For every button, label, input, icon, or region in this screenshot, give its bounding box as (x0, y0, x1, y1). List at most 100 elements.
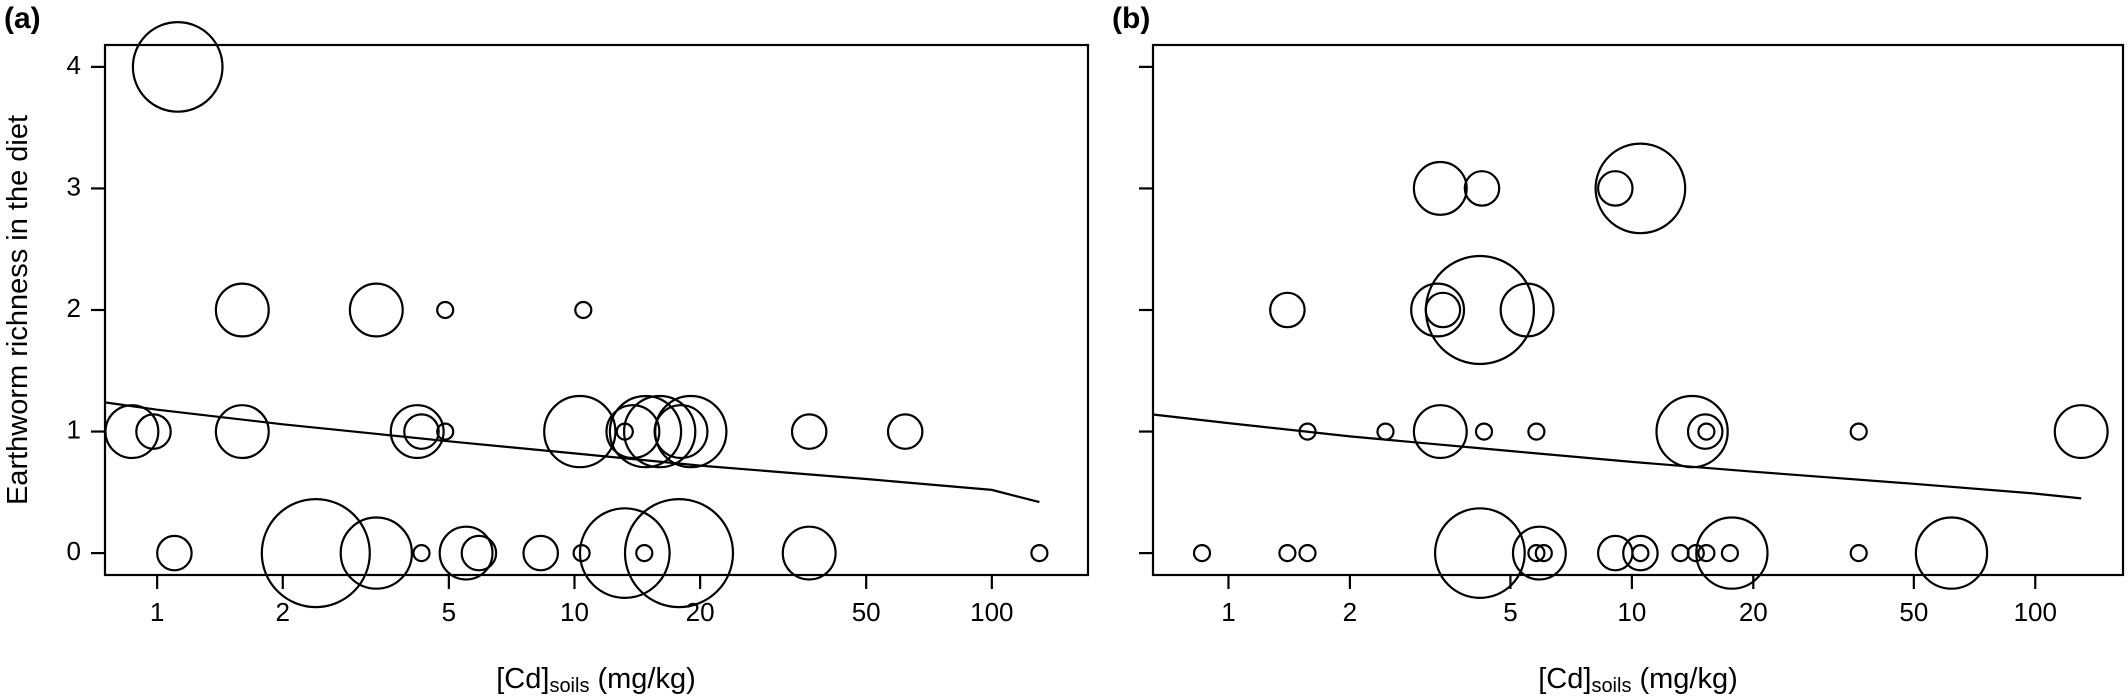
panel-b-plot-frame (1151, 43, 2125, 577)
panel-a-data-point (348, 282, 404, 338)
panel-b-data-point (1278, 543, 1297, 563)
panel-a-x-tick-label: 100 (970, 597, 1013, 627)
panel-b-data-point (1695, 516, 1769, 590)
panel-b-data-point (1686, 543, 1705, 563)
panel-b-data-point (1534, 543, 1553, 563)
panel-b-data-point (1376, 422, 1395, 441)
panel-a-data-point (578, 507, 671, 599)
panel-a-data-point (339, 516, 413, 590)
panel-b-data-point (1463, 170, 1501, 207)
panel-a-x-axis: 1 2 5 10 20 50 100 (150, 575, 1014, 627)
panel-b-y-axis (1139, 65, 1153, 555)
panel-a-label: (a) (4, 2, 41, 35)
panel-b-data-point (1424, 254, 1536, 366)
panel-a-data-point (131, 21, 224, 113)
panel-b-data-point (1474, 422, 1494, 441)
panel-a-plot-frame (103, 43, 1090, 577)
panel-a-y-tick-label: 4 (67, 50, 81, 80)
panel-b-data-point (1527, 422, 1546, 441)
panel-b-x-tick-label: 5 (1503, 597, 1517, 627)
panel-b-data-point (1631, 543, 1650, 563)
panel-b-x-tick-label: 10 (1617, 597, 1646, 627)
panel-a-data-point (635, 543, 654, 563)
panel-a-x-tick-label: 10 (560, 597, 589, 627)
panel-a-data-point (1030, 543, 1049, 563)
panel-a-data-point (605, 404, 661, 460)
panel-b-data-point (1655, 394, 1729, 469)
panel-a-data-point (623, 394, 697, 469)
panel-b-data-point (1192, 543, 1212, 563)
panel-a-data-point (104, 404, 160, 460)
panel-b-points (1192, 142, 2109, 599)
panel-a-x-tick-label: 20 (686, 597, 715, 627)
panel-a-data-point (886, 413, 924, 450)
panel-a-data-point (156, 534, 193, 572)
panel-b-data-point (1849, 422, 1868, 441)
panel-a-data-point (438, 525, 494, 581)
panel-b-data-point (1298, 422, 1317, 441)
panel-a-x-tick-label: 50 (852, 597, 881, 627)
panel-b-label: (b) (1112, 2, 1150, 35)
panel-a-data-point (522, 534, 560, 572)
panel-a-data-point (608, 394, 683, 469)
panel-b-data-point (1433, 507, 1526, 599)
panel-a-data-point (654, 394, 728, 469)
panel-b-x-axis-title-unit: (mg/kg) (1639, 663, 1737, 695)
panel-b-data-point (1412, 404, 1468, 460)
panel-b-fit-line (1152, 413, 2082, 500)
panel-b-data-point (1720, 543, 1740, 563)
panel-b-x-tick-label: 100 (2014, 597, 2057, 627)
panel-b-data-point (1424, 291, 1462, 329)
panel-a-data-point (436, 300, 455, 320)
panel-b-x-tick-label: 20 (1739, 597, 1768, 627)
panel-a-x-tick-label: 5 (442, 597, 456, 627)
panel-b-data-point (1499, 282, 1555, 338)
panel-b-x-tick-label: 2 (1343, 597, 1357, 627)
panel-a-data-point (214, 404, 270, 460)
panel-b-data-point (1849, 543, 1868, 563)
panel-b-data-point (1269, 291, 1306, 329)
panel-a-y-tick-label: 1 (67, 414, 81, 444)
panel-a-x-tick-label: 2 (276, 597, 290, 627)
panel-b-data-point (1914, 516, 1989, 590)
panel-b-data-point (1511, 525, 1567, 581)
panel-a-x-axis-title-sub: soils (549, 675, 589, 697)
panel-a-data-point (543, 394, 617, 469)
panel-a-x-axis-title-main: [Cd] (496, 663, 549, 695)
panel-a-data-point (574, 300, 593, 320)
panel-a-data-point (623, 497, 735, 609)
panel-b-x-tick-label: 50 (1899, 597, 1928, 627)
panel-a-y-tick-label: 2 (67, 293, 81, 323)
panel-b-data-point (1412, 160, 1468, 216)
panel-b-x-axis-title-main: [Cd] (1538, 663, 1591, 695)
panel-a-data-point (412, 543, 431, 563)
panel-b-data-point (1597, 170, 1634, 207)
panel-a-data-point (214, 282, 270, 338)
panel-b-x-tick-label: 1 (1221, 597, 1235, 627)
panel-a: (a) 0 1 2 3 4 1 2 5 10 20 50 100 Earthworm richnes… (2, 2, 1090, 697)
panel-a-data-point (572, 543, 591, 563)
panel-b-x-axis-title-sub: soils (1591, 675, 1631, 697)
panel-b-data-point (1622, 534, 1659, 572)
panel-b-data-point (1686, 413, 1724, 450)
panel-a-x-axis-title: [Cd]soils (mg/kg) (496, 663, 696, 697)
panel-a-x-axis-title-unit: (mg/kg) (597, 663, 695, 695)
panel-a-points (104, 21, 1049, 609)
panel-a-data-point (436, 422, 455, 441)
panel-a-data-point (389, 404, 445, 460)
panel-a-data-point (790, 413, 828, 450)
panel-a-data-point (135, 413, 172, 450)
panel-a-y-tick-label: 0 (67, 536, 81, 566)
panel-b: (b) 1 2 5 10 20 50 100 [Cd]soils (mg/kg) (1112, 2, 2125, 697)
panel-b-data-point (1410, 282, 1466, 338)
panel-a-data-point (403, 413, 440, 450)
panel-a-x-tick-label: 1 (150, 597, 164, 627)
panel-a-y-axis-title: Earthworm richness in the diet (2, 115, 34, 505)
panel-b-data-point (1594, 142, 1687, 235)
panel-a-y-axis: 0 1 2 3 4 (67, 50, 105, 566)
panel-a-y-tick-label: 3 (67, 171, 81, 201)
panel-a-fit-line (104, 401, 1040, 504)
panel-b-data-point (1697, 543, 1716, 563)
panel-a-data-point (260, 497, 371, 609)
